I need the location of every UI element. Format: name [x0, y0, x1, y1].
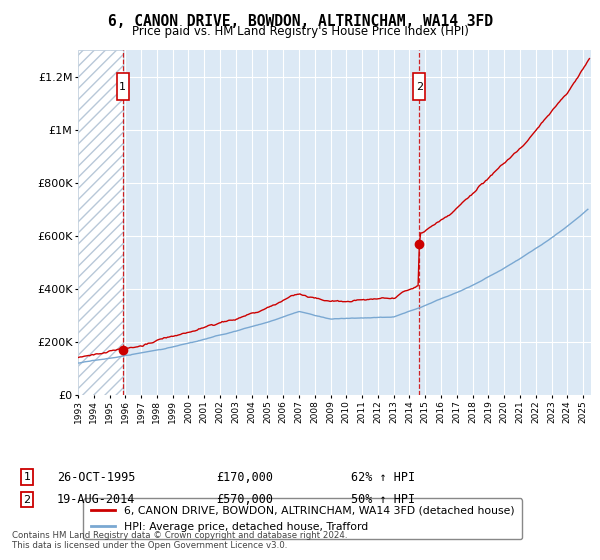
FancyBboxPatch shape [116, 73, 128, 100]
Text: £170,000: £170,000 [216, 470, 273, 484]
Text: 50% ↑ HPI: 50% ↑ HPI [351, 493, 415, 506]
Text: 26-OCT-1995: 26-OCT-1995 [57, 470, 136, 484]
Bar [78, 50, 122, 395]
Text: 1: 1 [23, 472, 31, 482]
Text: 2: 2 [416, 82, 423, 92]
Legend: 6, CANON DRIVE, BOWDON, ALTRINCHAM, WA14 3FD (detached house), HPI: Average pric: 6, CANON DRIVE, BOWDON, ALTRINCHAM, WA14… [83, 498, 522, 539]
Text: Contains HM Land Registry data © Crown copyright and database right 2024.
This d: Contains HM Land Registry data © Crown c… [12, 530, 347, 550]
Text: 19-AUG-2014: 19-AUG-2014 [57, 493, 136, 506]
Text: 6, CANON DRIVE, BOWDON, ALTRINCHAM, WA14 3FD: 6, CANON DRIVE, BOWDON, ALTRINCHAM, WA14… [107, 14, 493, 29]
Text: 1: 1 [119, 82, 126, 92]
Text: Price paid vs. HM Land Registry's House Price Index (HPI): Price paid vs. HM Land Registry's House … [131, 25, 469, 38]
FancyBboxPatch shape [413, 73, 425, 100]
Text: £570,000: £570,000 [216, 493, 273, 506]
Text: 2: 2 [23, 494, 31, 505]
Text: 62% ↑ HPI: 62% ↑ HPI [351, 470, 415, 484]
